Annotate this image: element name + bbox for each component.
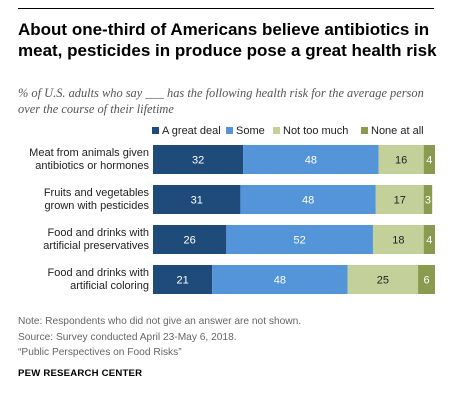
bar-value-label: 6 — [423, 275, 429, 287]
bar-value-label: 18 — [392, 235, 404, 247]
bar-segment — [418, 265, 435, 294]
note-text: Note: Respondents who did not give an an… — [18, 316, 302, 327]
bar-segment — [153, 185, 241, 214]
category-label-line: antibiotics or hormones — [35, 160, 149, 172]
bar-segment — [423, 225, 435, 254]
category-label: Food and drinks with artificial preservat… — [43, 227, 149, 252]
legend-label: Not too much — [283, 125, 349, 137]
bar-value-label: 48 — [302, 195, 314, 207]
report-text: “Public Perspectives on Food Risks” — [18, 347, 182, 358]
bar-segment — [347, 265, 419, 294]
bar-value-label: 4 — [426, 235, 432, 247]
bar-value-label: 31 — [191, 195, 203, 207]
legend-label: A great deal — [162, 125, 221, 137]
legend-swatch — [152, 127, 159, 134]
bar-value-label: 48 — [305, 155, 317, 167]
stacked-bar-chart: Meat from animals given antibiotics or ho… — [29, 145, 435, 294]
bar-segment — [375, 185, 424, 214]
bar-value-label: 25 — [377, 275, 389, 287]
category-label-line: artificial coloring — [70, 280, 149, 292]
category-label: Food and drinks with artificial coloring — [48, 267, 150, 292]
bar-segment — [372, 225, 424, 254]
bar-value-label: 48 — [274, 275, 286, 287]
source-text: Source: Survey conducted April 23-May 6,… — [18, 331, 237, 343]
legend-item-some: Some — [226, 125, 265, 138]
bar-segment — [240, 185, 376, 214]
bar-value-label: 17 — [394, 195, 406, 207]
legend-item-a-great-deal: A great deal — [152, 125, 221, 138]
bar-segment — [423, 185, 433, 214]
bar-segment — [378, 145, 424, 174]
bar-value-label: 32 — [192, 155, 204, 167]
bar-value-label: 52 — [294, 235, 306, 247]
bar-value-label: 21 — [176, 275, 188, 287]
legend-swatch — [273, 127, 280, 134]
bar-segment — [153, 225, 227, 254]
category-label-line: grown with pesticides — [44, 200, 149, 212]
bar-value-label: 16 — [395, 155, 407, 167]
legend-label: Some — [236, 125, 265, 137]
category-label: Fruits and vegetables grown with pesticid… — [44, 187, 150, 212]
bar-segment — [153, 145, 244, 174]
legend-label: None at all — [371, 125, 424, 137]
legend-swatch — [226, 127, 233, 134]
legend-item-none-at-all: None at all — [361, 125, 424, 138]
bar-value-label: 3 — [425, 195, 431, 207]
category-label-line: Fruits and vegetables — [44, 187, 150, 199]
organization-name: PEW RESEARCH CENTER — [18, 368, 143, 379]
bar-segment — [423, 145, 435, 174]
category-label: Meat from animals given antibiotics or ho… — [29, 147, 149, 172]
category-label-line: Food and drinks with — [48, 227, 150, 239]
category-label-line: artificial preservatives — [43, 240, 149, 252]
footnotes: Note: Respondents who did not give an an… — [18, 314, 438, 361]
chart-title: About one-third of Americans believe ant… — [18, 20, 437, 60]
bar-segment — [243, 145, 379, 174]
bar-value-label: 26 — [184, 235, 196, 247]
top-rule — [18, 8, 434, 9]
legend-swatch — [361, 127, 368, 134]
bar-segment — [226, 225, 373, 254]
legend: A great deal Some Not too much None at a… — [0, 125, 454, 139]
category-label-line: Food and drinks with — [48, 267, 150, 279]
bar-value-label: 4 — [426, 155, 432, 167]
bar-segment — [212, 265, 348, 294]
category-label-line: Meat from animals given — [29, 147, 149, 159]
legend-item-not-too-much: Not too much — [273, 125, 348, 138]
bar-segment — [153, 265, 213, 294]
chart-subtitle: % of U.S. adults who say ___ has the fol… — [18, 86, 424, 116]
